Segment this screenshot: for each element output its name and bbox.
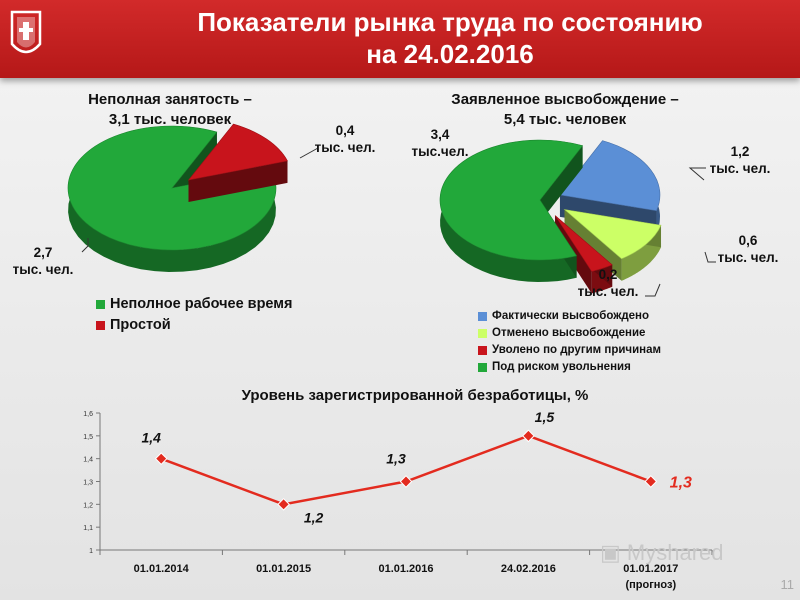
- pie1-label-green: 2,7 тыс. чел.: [8, 244, 78, 278]
- line-point-4: [644, 475, 658, 488]
- pie2-legend-label-3: Под риском увольнения: [492, 361, 631, 373]
- pie2-slice-2-top: [554, 215, 613, 272]
- pie1-slice-0-top: [67, 125, 277, 251]
- line-point-3: [522, 429, 535, 443]
- pie2-label-lightgreen: 0,6 тыс. чел.: [708, 232, 788, 266]
- line-ytick-label-6: 1,6: [83, 411, 93, 418]
- pie1-slice-1-side: [233, 124, 288, 183]
- legend-swatch-green: [478, 363, 487, 372]
- legend-swatch-lightgreen: [478, 329, 487, 338]
- legend-swatch-green: [96, 300, 105, 309]
- pie1-slice-1: [187, 123, 288, 203]
- line-ytick-label-2: 1,2: [83, 502, 93, 509]
- pie2-slice-3-edge-1: [540, 145, 583, 222]
- line-xtick-label-3: 24.02.2016: [501, 563, 556, 575]
- pie1-slice-0: [67, 125, 277, 272]
- pie1-title: Неполная занятость – 3,1 тыс. человек: [40, 90, 300, 130]
- line-point-2: [399, 475, 413, 488]
- pie1-label-red-unit: тыс. чел.: [314, 140, 376, 155]
- page-title-line1: Показатели рынка труда по состоянию: [197, 7, 703, 37]
- pie2-label-blue-unit: тыс. чел.: [709, 161, 771, 176]
- pie1-legend-label-0: Неполное рабочее время: [110, 296, 293, 312]
- pie1-title-line1: Неполная занятость –: [88, 91, 252, 108]
- pie1-label-red: 0,4 тыс. чел.: [305, 122, 385, 156]
- pie2-label-green-value: 3,4: [430, 127, 450, 142]
- line-xtick-label-2: 01.01.2016: [378, 563, 433, 575]
- line-ytick-label-0: 1: [89, 548, 93, 555]
- watermark-logo: ▣ Myshared: [600, 540, 724, 565]
- pie2-slice-0-edge-0: [559, 140, 603, 217]
- pie2-legend-item-1: Отменено высвобождение: [478, 325, 661, 342]
- pie2-legend: Фактически высвобождено Отменено высвобо…: [478, 308, 661, 376]
- pie2-legend-item-0: Фактически высвобождено: [478, 308, 661, 325]
- line-ytick-label-3: 1,3: [83, 480, 93, 487]
- pie2-label-lightgreen-value: 0,6: [738, 233, 758, 248]
- line-ytick-label-4: 1,4: [83, 457, 93, 464]
- line-ytick-label-1: 1,1: [83, 525, 93, 532]
- legend-swatch-red: [96, 321, 105, 330]
- pie1-legend-item-0: Неполное рабочее время: [96, 294, 293, 315]
- pie2-label-lightgreen-unit: тыс. чел.: [717, 250, 779, 265]
- pie1-legend-item-1: Простой: [96, 315, 293, 336]
- line-value-label-0: 1,4: [141, 430, 161, 446]
- pie1-slice-1-top: [187, 123, 288, 181]
- pie2-title-line2: 5,4 тыс. человек: [503, 111, 627, 128]
- line-point-1: [277, 497, 290, 511]
- pie2-title: Заявленное высвобождение – 5,4 тыс. чело…: [420, 90, 710, 130]
- pie1-title-line2: 3,1 тыс. человек: [108, 111, 232, 128]
- pie1-label-green-value: 2,7: [33, 245, 53, 260]
- pie2-label-blue-value: 1,2: [730, 144, 750, 159]
- pie2-legend-label-2: Уволено по другим причинам: [492, 344, 662, 356]
- page-title: Показатели рынка труда по состоянию на 2…: [150, 6, 750, 70]
- line-value-label-4: 1,3: [670, 475, 692, 492]
- page-title-line2: на 24.02.2016: [366, 39, 534, 69]
- line-value-label-1: 1,2: [304, 509, 324, 525]
- pie2-slice-0-edge-1: [559, 194, 657, 233]
- pie2-label-green: 3,4 тыс.чел.: [400, 126, 480, 160]
- header-banner: Показатели рынка труда по состоянию на 2…: [0, 0, 800, 78]
- line-xtick-label-1: 01.01.2015: [256, 563, 311, 575]
- pie2-legend-item-2: Уволено по другим причинам: [478, 342, 661, 359]
- pie2-slice-3: [439, 139, 584, 282]
- legend-swatch-blue: [478, 312, 487, 321]
- pie1-slice-1-edge-1: [188, 160, 288, 203]
- line-value-label-2: 1,3: [386, 451, 406, 467]
- line-xtick-sublabel-4: (прогноз): [625, 579, 676, 591]
- pie1-slice-0-edge-0: [172, 168, 271, 210]
- pie1-legend-label-1: Простой: [110, 317, 171, 333]
- line-series: [160, 434, 652, 506]
- coat-of-arms-icon: [10, 10, 42, 54]
- pie2-label-red: 0,2 тыс. чел.: [568, 266, 648, 300]
- legend-swatch-red: [478, 346, 487, 355]
- line-xtick-label-0: 01.01.2014: [134, 563, 190, 575]
- page-number: 11: [780, 577, 795, 592]
- pie2-label-red-unit: тыс. чел.: [577, 284, 639, 299]
- pie1-slice-0-edge-1: [172, 132, 217, 210]
- pie1-slice-1-edge-0: [188, 124, 234, 203]
- pie2-slice-0: [559, 140, 661, 233]
- line-point-0: [154, 452, 168, 466]
- pie2-label-green-unit: тыс.чел.: [411, 144, 469, 159]
- pie2-legend-label-1: Отменено высвобождение: [492, 327, 646, 339]
- line-ytick-label-5: 1,5: [83, 434, 93, 441]
- pie2-label-blue: 1,2 тыс. чел.: [700, 143, 780, 177]
- pie1-slice-0-side: [68, 126, 276, 272]
- pie2-slice-0-side: [602, 140, 660, 233]
- line-value-label-3: 1,5: [535, 409, 555, 425]
- pie2-label-red-value: 0,2: [598, 267, 618, 282]
- pie2-legend-label-0: Фактически высвобождено: [492, 310, 650, 322]
- pie1-label-red-value: 0,4: [335, 123, 355, 138]
- pie1-label-green-unit: тыс. чел.: [12, 262, 74, 277]
- pie2-title-line1: Заявленное высвобождение –: [451, 91, 679, 108]
- pie2-slice-1-top: [563, 209, 662, 260]
- pie1-leader-green: [81, 238, 89, 253]
- line-chart-title: Уровень зарегистрированной безработицы, …: [241, 387, 589, 404]
- pie1-legend: Неполное рабочее время Простой: [96, 294, 293, 336]
- pie2-legend-item-3: Под риском увольнения: [478, 359, 661, 376]
- pie2-slice-1-edge-0: [564, 209, 662, 248]
- pie2-slice-3-side: [440, 140, 583, 282]
- pie2-slice-0-top: [559, 140, 661, 211]
